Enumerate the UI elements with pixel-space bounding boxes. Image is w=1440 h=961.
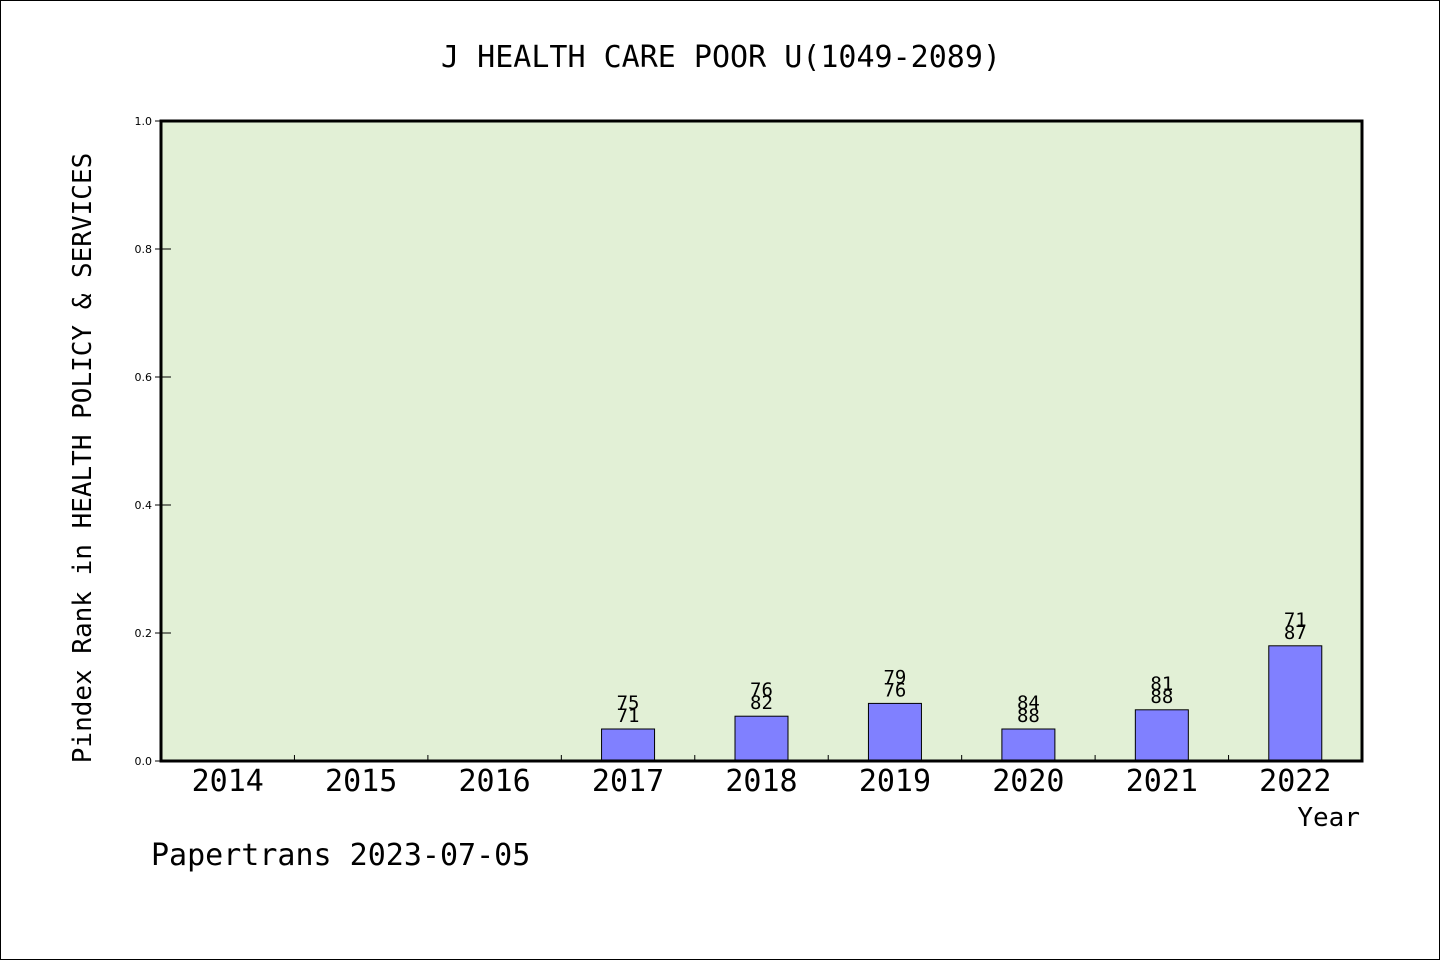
bar-label-top: 76 (750, 679, 773, 701)
chart-title: J HEALTH CARE POOR U(1049-2089) (441, 40, 1001, 75)
plot-border (159, 119, 1364, 763)
x-tick-label: 2018 (725, 764, 797, 799)
bar-label-bottom: 88 (1150, 686, 1173, 708)
bar-2019 (867, 702, 922, 762)
x-axis-label: Year (1297, 803, 1360, 833)
bar-label-bottom: 76 (883, 679, 906, 701)
bar-2017 (601, 728, 656, 762)
y-tick-label: 0.8 (135, 243, 153, 256)
bar-label-top: 75 (617, 692, 640, 714)
y-tick-label: 0.4 (135, 499, 153, 512)
footer-credit: Papertrans 2023-07-05 (151, 838, 530, 873)
x-tick-label: 2015 (325, 764, 397, 799)
y-tick-label: 0.2 (135, 627, 153, 640)
x-tick-label: 2017 (592, 764, 664, 799)
plot-area (161, 121, 1362, 761)
x-tick-label: 2016 (458, 764, 530, 799)
y-axis-label: Pindex Rank in HEALTH POLICY & SERVICES (68, 153, 98, 763)
y-tick-label: 0.6 (135, 371, 153, 384)
bar-label-top: 84 (1017, 692, 1040, 714)
bar-label-top: 79 (883, 666, 906, 688)
bar-label-bottom: 71 (617, 705, 640, 727)
y-tick-label: 0.0 (135, 755, 153, 768)
bar-label-bottom: 82 (750, 692, 773, 714)
bar-2021 (1134, 709, 1189, 762)
y-tick-label: 1.0 (135, 115, 153, 128)
x-tick-label: 2020 (992, 764, 1064, 799)
bar-2018 (734, 715, 789, 762)
bar-label-bottom: 88 (1017, 705, 1040, 727)
bar-label-bottom: 87 (1284, 622, 1307, 644)
x-tick-label: 2021 (1126, 764, 1198, 799)
x-tick-label: 2014 (192, 764, 264, 799)
x-tick-label: 2019 (859, 764, 931, 799)
bar-label-top: 71 (1284, 609, 1307, 631)
bar-2022 (1268, 645, 1323, 762)
bar-label-top: 81 (1150, 673, 1173, 695)
x-tick-label: 2022 (1259, 764, 1331, 799)
bar-2020 (1001, 728, 1056, 762)
